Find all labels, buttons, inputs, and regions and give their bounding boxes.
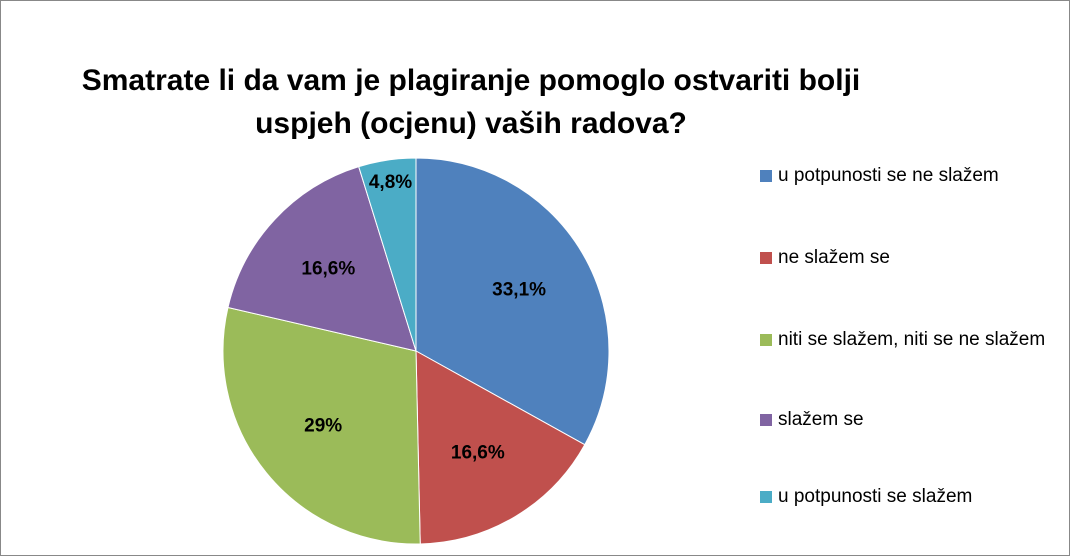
pie-slice: [415, 157, 610, 446]
legend-label: u potpunosti se ne slažem: [778, 165, 999, 186]
pie-slice: [222, 306, 421, 545]
legend-label: u potpunosti se slažem: [778, 486, 973, 507]
legend-label: ne slažem se: [778, 247, 890, 268]
legend-swatch: [760, 170, 772, 182]
legend-swatch: [760, 334, 772, 346]
legend-swatch: [760, 252, 772, 264]
legend-label: niti se slažem, niti se ne slažem: [778, 329, 1046, 350]
pie-slice: [415, 350, 586, 545]
data-label: 16,6%: [451, 442, 505, 463]
legend-item: u potpunosti se ne slažem: [758, 161, 1058, 191]
legend-swatch: [760, 491, 772, 503]
legend-item: u potpunosti se slažem: [758, 482, 1058, 512]
legend-label: slažem se: [778, 409, 864, 430]
legend-swatch: [760, 414, 772, 426]
pie-slice: [227, 166, 417, 352]
data-label: 16,6%: [301, 259, 355, 280]
data-label: 33,1%: [492, 279, 546, 300]
legend-item: slažem se: [758, 405, 1058, 435]
data-label: 4,8%: [369, 172, 412, 193]
data-label: 29%: [304, 415, 342, 436]
legend-item: ne slažem se: [758, 243, 1058, 273]
chart-title: Smatrate li da vam je plagiranje pomoglo…: [81, 64, 861, 140]
legend-item: niti se slažem, niti se ne slažem: [758, 325, 1058, 355]
pie-slice: [358, 157, 417, 352]
